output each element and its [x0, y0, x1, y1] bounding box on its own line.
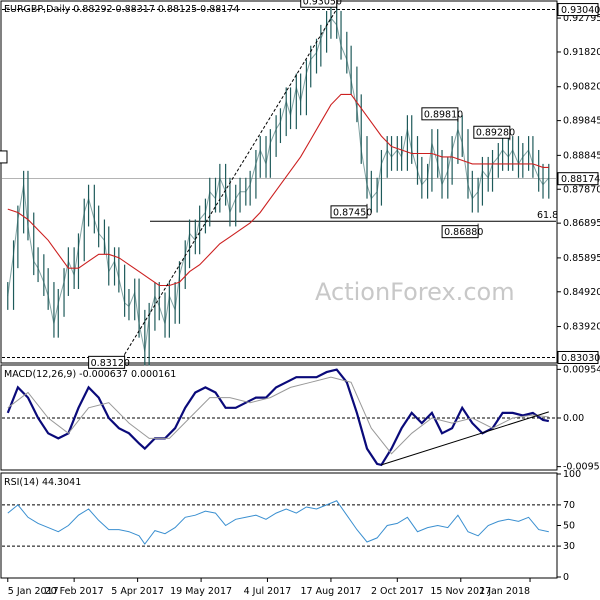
rsi-tick-label: 30	[563, 541, 575, 552]
x-tick-label: 15 Nov 2017	[430, 586, 491, 597]
price-tick-label: 0.83920	[563, 322, 600, 333]
callout-box	[330, 205, 368, 219]
x-tick-label: 5 Jan 2017	[8, 586, 59, 597]
price-tick-label: 0.89845	[563, 116, 600, 127]
callout-label: 0.83120	[91, 358, 130, 369]
callout-box	[421, 107, 459, 121]
x-tick-label: 19 May 2017	[170, 586, 232, 597]
callout-label: 0.93050	[303, 0, 342, 8]
x-tick-label: 4 Jul 2017	[244, 586, 292, 597]
rsi-tick-label: 100	[563, 469, 581, 480]
macd-macd-line	[6, 368, 550, 467]
level-label: 0.93040	[561, 5, 600, 16]
callout-box	[441, 225, 479, 239]
rsi-tick-label: 70	[563, 500, 575, 511]
callout-box	[473, 125, 511, 139]
rsi-tick-label: 50	[563, 521, 575, 532]
price-tick-label: 0.84920	[563, 287, 600, 298]
macd-panel	[0, 364, 558, 471]
macd-layer: 0.00954 0.00 -0.009538	[2, 364, 600, 473]
rsi-line	[7, 500, 549, 545]
current-price-box	[557, 172, 599, 186]
rsi-layer: 100 70 50 30 0	[2, 469, 581, 583]
x-tick-label: 20 Feb 2017	[45, 586, 104, 597]
x-tick-label: 2 Oct 2017	[371, 586, 424, 597]
macd-trendline	[381, 411, 549, 466]
price-axis: 0.92795 0.91820 0.90820 0.89845 0.88845 0.878…	[0, 3, 600, 364]
callout-label: 0.87450	[333, 207, 372, 218]
chart-title: EURGBP,Daily 0.88292 0.88317 0.88125 0.8…	[4, 4, 239, 15]
rsi-tick-label: 0	[563, 572, 569, 583]
fib-label: 61.8	[537, 210, 558, 221]
level-box	[557, 350, 599, 364]
price-close-line	[7, 17, 550, 352]
watermark: ActionForex.com	[315, 278, 515, 306]
price-panel	[0, 0, 558, 364]
callout-box	[88, 355, 126, 369]
price-tick-label: 0.87870	[563, 184, 600, 195]
price-tick-label: 0.91820	[563, 47, 600, 58]
level-label: 0.83030	[561, 353, 600, 364]
price-tick-label: 0.88845	[563, 150, 600, 161]
macd-tick-label: 0.00954	[563, 364, 600, 375]
current-price-label: 0.88174	[561, 174, 600, 185]
price-lines	[7, 4, 550, 366]
price-trendline	[124, 8, 338, 355]
x-tick-label: 5 Apr 2017	[111, 586, 164, 597]
rsi-label: RSI(14) 44.3041	[4, 477, 81, 488]
macd-tick-label: -0.009538	[563, 462, 600, 473]
price-tick-label: 0.90820	[563, 82, 600, 93]
x-tick-label: 17 Aug 2017	[301, 586, 362, 597]
price-callouts: 0.93050 0.89810 0.89280 0.87450 0.86880 0.831…	[88, 0, 515, 369]
macd-tick-label: 0.00	[563, 413, 584, 424]
macd-signal-line	[7, 376, 549, 455]
price-tick-label: 0.85895	[563, 253, 600, 264]
price-tick-label: 0.92795	[563, 13, 600, 24]
level-box	[557, 3, 599, 17]
callout-label: 0.89280	[476, 128, 515, 139]
callout-box	[300, 0, 338, 8]
callout-label: 0.89810	[424, 109, 463, 120]
callout-label: 0.86880	[444, 227, 483, 238]
price-tick-label: 0.86895	[563, 218, 600, 229]
x-tick-label: 2 Jan 2018	[479, 586, 530, 597]
left-edge-box	[0, 150, 8, 164]
macd-label: MACD(12,26,9) -0.000637 0.000161	[4, 369, 176, 380]
moving-average-line	[7, 93, 549, 287]
